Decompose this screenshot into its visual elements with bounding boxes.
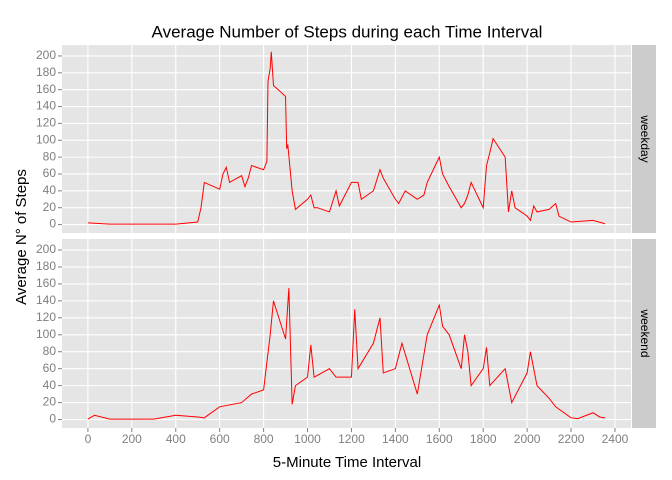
facet-label: weekend xyxy=(638,308,652,357)
y-tick-label: 200 xyxy=(36,242,56,256)
y-axis-title: Average N° of Steps xyxy=(13,169,30,305)
y-tick-label: 100 xyxy=(36,327,56,341)
x-tick-label: 2000 xyxy=(514,432,541,446)
facet-label: weekday xyxy=(638,114,652,162)
facet-strip xyxy=(632,45,656,233)
x-tick-label: 2400 xyxy=(602,432,629,446)
x-tick-label: 600 xyxy=(210,432,230,446)
y-tick-label: 100 xyxy=(36,132,56,146)
y-tick-label: 140 xyxy=(36,293,56,307)
y-tick-label: 180 xyxy=(36,65,56,79)
y-tick-label: 0 xyxy=(49,412,56,426)
y-tick-label: 80 xyxy=(43,344,57,358)
x-tick-label: 2200 xyxy=(558,432,585,446)
y-tick-label: 160 xyxy=(36,276,56,290)
panel-background xyxy=(62,239,631,428)
x-tick-label: 1000 xyxy=(294,432,321,446)
y-tick-label: 200 xyxy=(36,48,56,62)
series-line xyxy=(87,288,606,420)
y-tick-label: 180 xyxy=(36,259,56,273)
series-line xyxy=(87,51,606,225)
x-tick-label: 1200 xyxy=(338,432,365,446)
x-tick-label: 1400 xyxy=(382,432,409,446)
y-tick-label: 60 xyxy=(43,361,57,375)
y-tick-label: 20 xyxy=(43,200,57,214)
y-tick-label: 160 xyxy=(36,82,56,96)
y-tick-label: 60 xyxy=(43,166,57,180)
y-tick-label: 40 xyxy=(43,378,57,392)
x-tick-label: 400 xyxy=(166,432,186,446)
x-tick-label: 200 xyxy=(122,432,142,446)
x-tick-label: 0 xyxy=(85,432,92,446)
y-tick-label: 120 xyxy=(36,116,56,130)
y-tick-label: 120 xyxy=(36,310,56,324)
y-tick-label: 20 xyxy=(43,395,57,409)
chart-title: Average Number of Steps during each Time… xyxy=(152,22,543,41)
panel-background xyxy=(62,45,631,233)
x-axis-title: 5-Minute Time Interval xyxy=(273,454,421,471)
x-tick-label: 1600 xyxy=(426,432,453,446)
facet-strip xyxy=(632,239,656,428)
y-tick-label: 0 xyxy=(49,217,56,231)
y-tick-label: 80 xyxy=(43,149,57,163)
y-tick-label: 40 xyxy=(43,183,57,197)
x-tick-label: 800 xyxy=(254,432,274,446)
x-tick-label: 1800 xyxy=(470,432,497,446)
y-tick-label: 140 xyxy=(36,99,56,113)
